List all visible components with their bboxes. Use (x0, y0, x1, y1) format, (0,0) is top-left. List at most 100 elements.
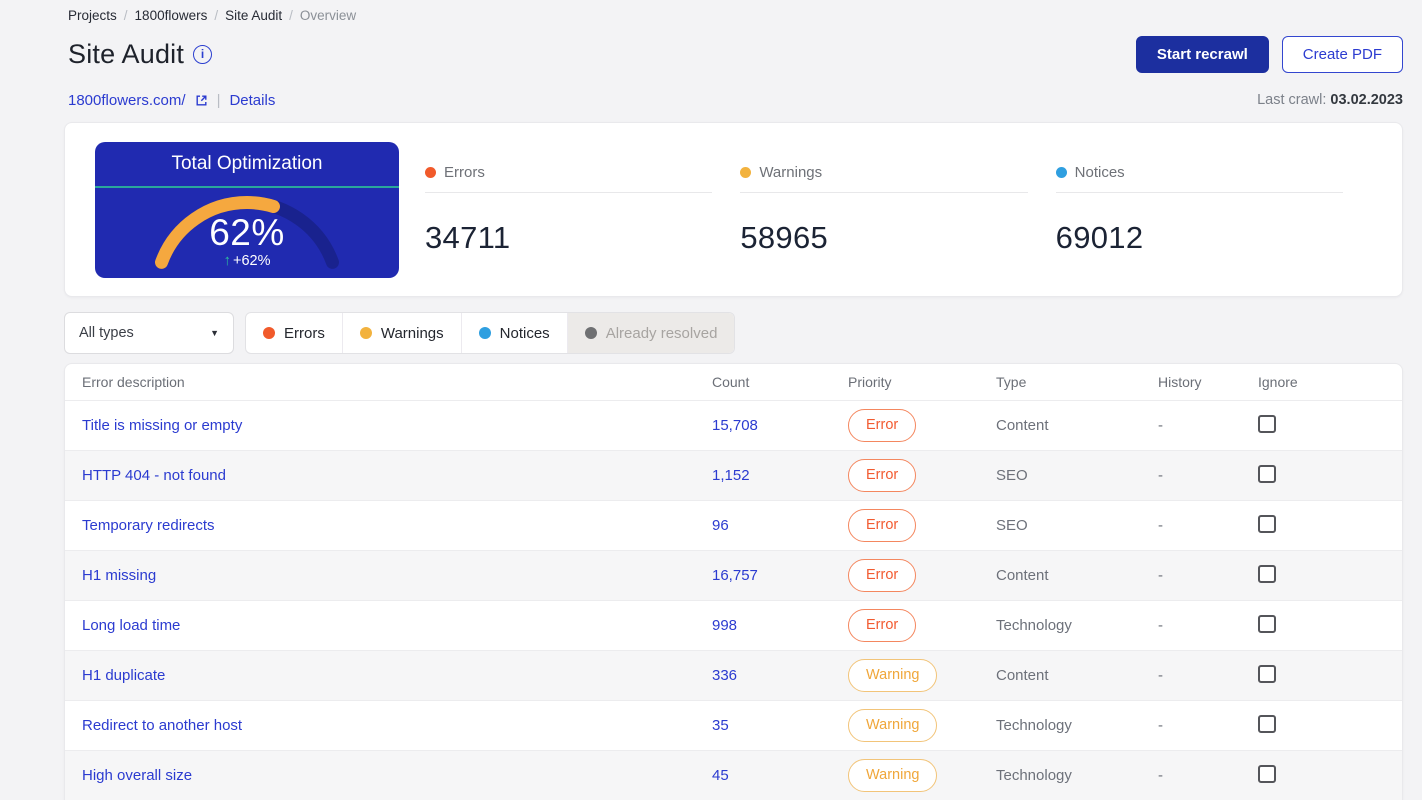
type-cell: SEO (996, 517, 1028, 534)
error-description-link[interactable]: H1 missing (82, 567, 157, 584)
error-description-link[interactable]: Title is missing or empty (82, 417, 243, 434)
external-link-icon[interactable] (195, 94, 208, 107)
filter-label: Already resolved (605, 324, 718, 342)
severity-filter-group: Errors Warnings Notices Already resolved (245, 312, 736, 354)
col-history: History (1158, 374, 1202, 390)
ignore-checkbox[interactable] (1258, 464, 1276, 483)
type-cell: SEO (996, 467, 1028, 484)
type-select-dropdown[interactable]: All types ▼ (64, 312, 234, 354)
count-link[interactable]: 35 (712, 717, 729, 734)
details-link[interactable]: Details (229, 91, 276, 109)
gauge-value: 62% (209, 212, 285, 253)
type-cell: Content (996, 417, 1049, 434)
error-description-link[interactable]: Redirect to another host (82, 717, 243, 734)
breadcrumb-separator: / (289, 7, 293, 23)
last-crawl-label: Last crawl: (1257, 92, 1327, 108)
overview-stats: Errors 34711 Warnings 58965 Notices 6901… (425, 142, 1371, 277)
error-description-link[interactable]: Long load time (82, 617, 181, 634)
domain-link[interactable]: 1800flowers.com/ (68, 91, 186, 109)
history-cell: - (1158, 767, 1163, 784)
table-row: Title is missing or empty 15,708 Error C… (65, 400, 1402, 450)
stat-warnings: Warnings 58965 (740, 142, 1055, 277)
breadcrumb-overview: Overview (299, 7, 357, 23)
warnings-count: 58965 (740, 220, 829, 255)
gauge-body: 62% ↑ +62% (95, 188, 399, 278)
issues-table: Error description Count Priority Type Hi… (64, 363, 1403, 800)
stat-label: Warnings (759, 164, 823, 181)
priority-badge: Warning (848, 759, 938, 792)
priority-badge: Warning (848, 659, 938, 692)
errors-count: 34711 (425, 220, 511, 255)
col-priority: Priority (848, 374, 892, 390)
create-pdf-button[interactable]: Create PDF (1281, 35, 1403, 73)
count-link[interactable]: 1,152 (712, 467, 750, 484)
error-description-link[interactable]: High overall size (82, 767, 193, 784)
priority-badge: Error (848, 409, 917, 442)
page-title: Site Audit i (64, 39, 213, 70)
filter-already-resolved[interactable]: Already resolved (566, 313, 735, 353)
history-cell: - (1158, 617, 1163, 634)
ignore-checkbox[interactable] (1258, 414, 1276, 433)
notices-dot-icon (1055, 167, 1067, 178)
history-cell: - (1158, 467, 1163, 484)
count-link[interactable]: 336 (712, 667, 738, 684)
stat-notices: Notices 69012 (1055, 142, 1371, 277)
priority-badge: Error (848, 609, 917, 642)
table-row: H1 missing 16,757 Error Content - (65, 550, 1402, 600)
count-link[interactable]: 998 (712, 617, 738, 634)
history-cell: - (1158, 667, 1163, 684)
ignore-checkbox[interactable] (1258, 714, 1276, 733)
type-cell: Technology (996, 767, 1072, 784)
priority-badge: Warning (848, 709, 938, 742)
start-recrawl-button[interactable]: Start recrawl (1135, 35, 1269, 73)
title-row: Site Audit i Start recrawl Create PDF (64, 34, 1403, 74)
ignore-checkbox[interactable] (1258, 764, 1276, 783)
priority-badge: Error (848, 459, 917, 492)
filter-errors[interactable]: Errors (246, 313, 342, 353)
col-type: Type (996, 374, 1027, 390)
breadcrumb-projects[interactable]: Projects (68, 7, 117, 23)
ignore-checkbox[interactable] (1258, 664, 1276, 683)
error-description-link[interactable]: Temporary redirects (82, 517, 215, 534)
filter-label: Notices (499, 324, 550, 342)
error-description-link[interactable]: H1 duplicate (82, 667, 166, 684)
divider (425, 192, 713, 193)
type-cell: Content (996, 567, 1049, 584)
divider (740, 192, 1028, 193)
last-crawl-date: 03.02.2023 (1330, 92, 1403, 108)
table-row: HTTP 404 - not found 1,152 Error SEO - (65, 450, 1402, 500)
count-link[interactable]: 16,757 (712, 567, 758, 584)
type-select-value: All types (79, 325, 134, 341)
notices-dot-icon (478, 327, 491, 339)
error-description-link[interactable]: HTTP 404 - not found (82, 467, 226, 484)
priority-badge: Error (848, 509, 917, 542)
breadcrumb-project-name[interactable]: 1800flowers (134, 7, 208, 23)
table-header: Error description Count Priority Type Hi… (65, 364, 1402, 400)
history-cell: - (1158, 417, 1163, 434)
breadcrumb-separator: / (214, 7, 219, 23)
gauge-arc-chart (155, 196, 339, 269)
stat-label: Errors (444, 164, 485, 181)
filter-notices[interactable]: Notices (460, 313, 567, 353)
table-row: Redirect to another host 35 Warning Tech… (65, 700, 1402, 750)
breadcrumb-separator: / (123, 7, 128, 23)
filter-label: Errors (284, 324, 325, 342)
overview-card: Total Optimization 62% ↑ +62% Errors 3471… (64, 122, 1403, 297)
gauge-title: Total Optimization (95, 142, 399, 188)
breadcrumb-site-audit[interactable]: Site Audit (225, 7, 283, 23)
table-row: High overall size 45 Warning Technology … (65, 750, 1402, 800)
count-link[interactable]: 15,708 (712, 417, 758, 434)
arrow-up-icon: ↑ (223, 252, 232, 269)
type-cell: Technology (996, 617, 1072, 634)
info-icon[interactable]: i (193, 44, 213, 64)
ignore-checkbox[interactable] (1258, 614, 1276, 633)
chevron-down-icon: ▼ (210, 328, 219, 338)
gauge-delta-value: +62% (233, 253, 271, 269)
col-count: Count (712, 374, 750, 390)
count-link[interactable]: 45 (712, 767, 729, 784)
filter-warnings[interactable]: Warnings (341, 313, 461, 353)
ignore-checkbox[interactable] (1258, 564, 1276, 583)
count-link[interactable]: 96 (712, 517, 729, 534)
ignore-checkbox[interactable] (1258, 514, 1276, 533)
